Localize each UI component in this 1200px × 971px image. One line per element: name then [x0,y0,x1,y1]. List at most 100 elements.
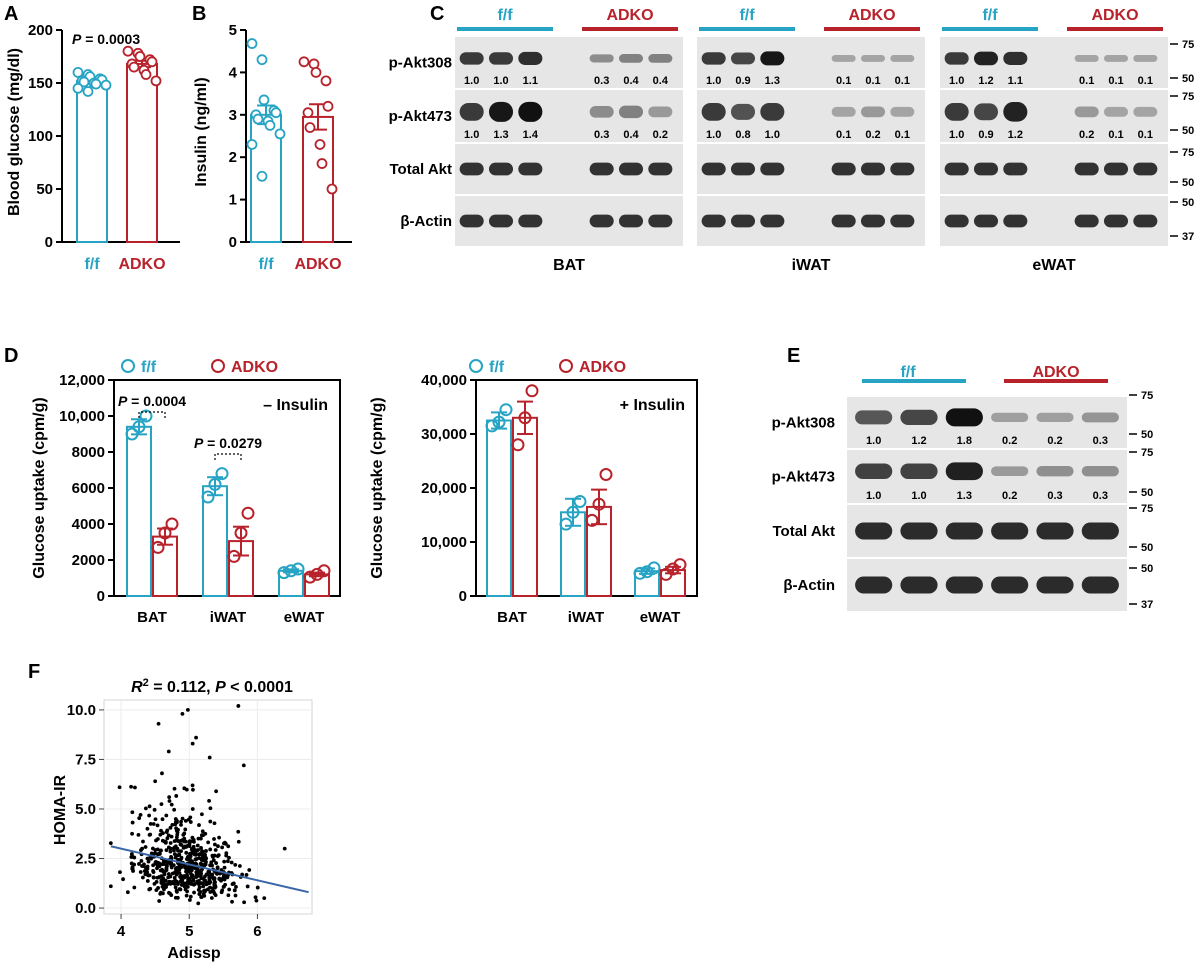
bar [302,115,334,243]
blot-strip [940,37,1168,88]
data-point [270,107,282,119]
scatter-point [184,865,189,870]
blot-band [900,522,938,540]
blot-band [1036,576,1074,594]
y-tick-label: 2.5 [75,851,96,868]
x-category-label: eWAT [640,609,681,626]
scatter-point [199,836,203,841]
mw-label: 50 [1182,177,1194,189]
x-category-label: f/f [84,256,100,273]
scatter-point [179,876,184,881]
scatter-point [190,741,195,746]
scatter-point [233,862,238,867]
blot-band [991,466,1029,476]
scatter-point [224,853,229,858]
scatter-point [165,828,170,833]
data-point [310,567,324,581]
scatter-point [165,864,169,868]
blot-c-tissue-label: BAT [553,257,585,274]
blot-band [760,214,785,228]
scatter-point [198,889,203,894]
scatter-point [147,804,152,809]
scatter-point [244,873,249,877]
scatter-point [142,869,147,873]
scatter-point [226,844,231,849]
blot-c-adko-label: ADKO [848,7,895,24]
data-point [100,79,112,91]
panel-c: C f/f ADKO BAT 1.0 1.0 1.1 0.3 0.4 0.4 1.0 1.3 1.4 0… [389,3,1195,274]
data-point [158,526,172,540]
bar [126,425,152,597]
x-category-label: ADKO [118,256,165,273]
blot-band [831,54,856,62]
x-category-label: iWAT [568,609,604,626]
panel-f-ylabel: HOMA-IR [52,774,69,845]
quant-value: 0.2 [1079,129,1094,141]
scatter-point [167,799,172,803]
scatter-point [201,833,206,838]
y-tick-label: 6000 [72,480,105,497]
scatter-point [169,834,174,839]
bar [512,416,538,597]
scatter-point [164,868,169,873]
y-tick-label: 2000 [72,552,105,569]
scatter-point [185,708,190,712]
blot-band [900,463,938,479]
blot-band [1133,214,1158,228]
scatter-point [185,884,190,889]
scatter-point [184,850,189,855]
blot-row-label: Total Akt [390,161,453,178]
scatter-point [155,823,160,828]
quant-value: 0.1 [895,129,910,141]
scatter-point [182,831,187,836]
scatter-point [201,884,206,889]
scatter-point [188,815,193,820]
x-tick-label: 5 [185,923,193,940]
quant-value: 1.0 [706,75,721,87]
y-tick-label: 150 [28,75,53,92]
scatter-point [200,829,205,834]
blot-band [618,54,644,63]
scatter-point [187,844,192,849]
panel-f-xlabel: Adissp [167,945,221,962]
quant-value: 0.3 [594,75,609,87]
scatter-point [168,861,173,866]
data-point [518,411,532,425]
scatter-point [241,763,246,768]
quant-value: 0.1 [865,75,880,87]
y-tick-label: 7.5 [75,751,96,768]
scatter-point [199,846,203,850]
blot-band [1036,412,1074,423]
x-tick-label: 4 [117,923,126,940]
blot-row-label: β-Actin [400,213,452,230]
blot-band [648,54,673,63]
scatter-point [199,812,204,817]
scatter-point [158,832,163,837]
scatter-point [174,888,179,893]
scatter-point [199,871,204,876]
scatter-point [178,842,183,847]
quant-value: 0.2 [1002,435,1017,447]
blot-band [1036,522,1074,540]
quant-value: 0.3 [1093,435,1108,447]
blot-band [459,102,484,121]
scatter-point [158,891,163,896]
mw-label: 50 [1141,487,1153,499]
quant-value: 1.0 [706,129,721,141]
blot-band [855,522,893,540]
blot-row-label: p-Akt308 [772,415,835,432]
panel-a: A Blood glucose (mg/dl) P = 0.0003 0 50 10… [4,3,180,273]
quant-value: 0.1 [1138,129,1153,141]
blot-band [860,106,886,118]
quant-value: 0.1 [1108,129,1123,141]
scatter-point [191,882,196,887]
scatter-point [166,749,171,754]
quant-value: 0.9 [978,129,993,141]
scatter-point [219,890,224,895]
data-point [252,113,264,125]
mw-label: 37 [1182,231,1194,243]
panel-d: D Glucose uptake (cpm/g) Glucose uptake … [4,345,698,626]
blot-row-label: p-Akt473 [772,469,835,486]
blot-band [589,162,614,176]
scatter-point [186,854,191,859]
